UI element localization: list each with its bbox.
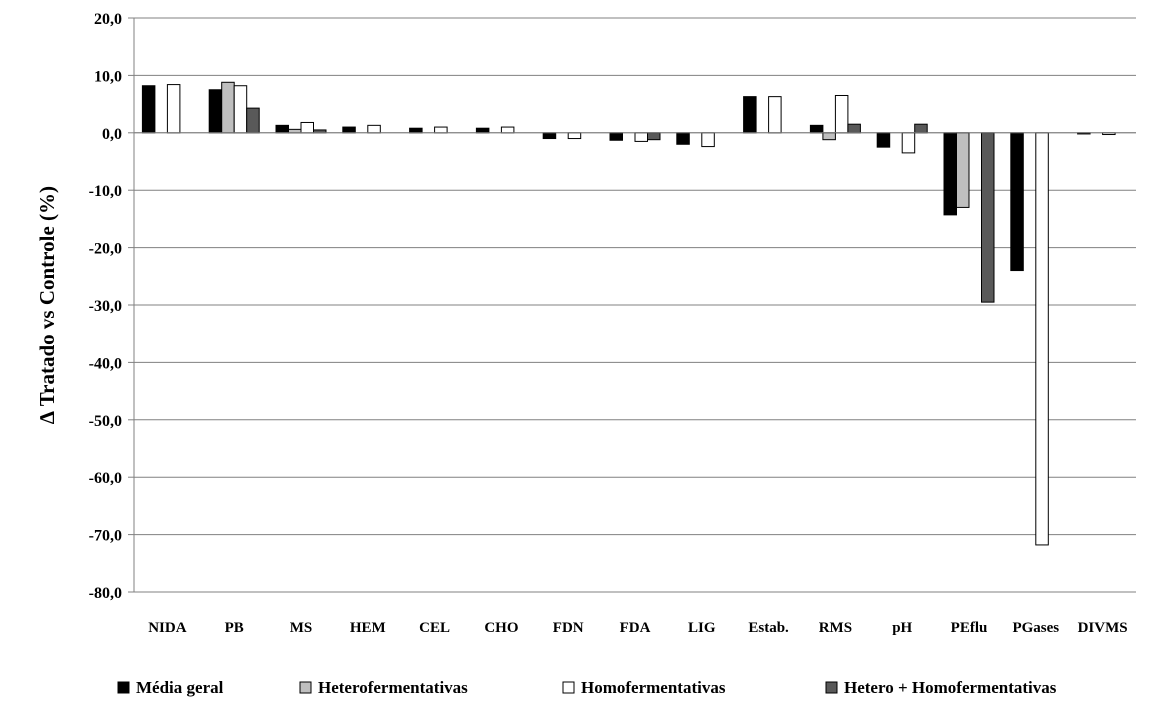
bar-media-geral	[876, 132, 891, 148]
bar-homofermentativas	[901, 132, 916, 154]
x-tick-label: NIDA	[148, 620, 187, 636]
legend-swatch	[562, 681, 575, 694]
gridlines	[134, 17, 1136, 593]
bar-homofermentativas	[834, 94, 849, 134]
y-tick-label: 0,0	[102, 126, 122, 143]
legend: Média geral Heterofermentativas Homofermen…	[117, 678, 1057, 697]
y-tick-label: -70,0	[89, 528, 122, 545]
bars	[141, 81, 1116, 546]
x-tick-label: FDA	[620, 620, 651, 636]
bar-homofermentativas	[434, 126, 448, 134]
bar-homofermentativas	[1035, 132, 1049, 546]
bar-media-geral	[141, 85, 156, 134]
y-axis-title: ∆ Tratado vs Controle (%)	[35, 186, 59, 424]
legend-label: Homofermentativas	[581, 678, 726, 697]
bar-homofermentativas	[500, 126, 515, 134]
y-tick-label: -50,0	[89, 413, 122, 430]
y-tick-label: 10,0	[94, 68, 122, 85]
bar-media-geral	[542, 132, 557, 140]
bar-hetero-homofermentativas	[246, 107, 260, 134]
x-tick-label: MS	[290, 620, 313, 636]
bar-homofermentativas	[634, 132, 648, 142]
bar-media-geral	[475, 127, 490, 134]
x-tick-label: HEM	[350, 620, 386, 636]
bar-heterofermentativas	[956, 132, 970, 208]
bar-hetero-homofermentativas	[647, 132, 661, 141]
legend-swatch	[299, 681, 312, 694]
bar-media-geral	[676, 132, 690, 145]
bar-homofermentativas	[233, 85, 248, 134]
bar-media-geral	[409, 127, 423, 134]
legend-swatch	[825, 681, 838, 694]
bar-homofermentativas	[300, 121, 314, 134]
y-tick-label: -40,0	[89, 355, 122, 372]
bar-homofermentativas	[768, 96, 782, 134]
x-tick-label: PB	[225, 620, 244, 636]
bar-heterofermentativas	[221, 81, 235, 134]
bar-hetero-homofermentativas	[981, 132, 995, 303]
x-tick-label: RMS	[819, 620, 852, 636]
y-tick-label: -30,0	[89, 298, 122, 315]
y-tick-label: 20,0	[94, 11, 122, 28]
bar-media-geral	[342, 126, 356, 134]
x-tick-label: PGases	[1012, 620, 1059, 636]
legend-label: Hetero + Homofermentativas	[844, 678, 1057, 697]
x-tick-label: LIG	[688, 620, 716, 636]
bar-media-geral	[943, 132, 957, 216]
x-tick-label: Estab.	[748, 620, 789, 636]
x-tick-label: CHO	[484, 620, 518, 636]
bar-homofermentativas	[166, 84, 181, 134]
y-axis-ticks: 20,0 10,0 0,0 -10,0 -20,0 -30,0 -40,0 -50,0 -60,…	[89, 11, 134, 602]
x-axis-labels: NIDA PB MS HEM CEL CHO FDN FDA LIG Estab. RMS pH PEf…	[148, 620, 1127, 636]
legend-label: Média geral	[136, 678, 224, 697]
bar-media-geral	[275, 124, 289, 134]
y-tick-label: -60,0	[89, 470, 122, 487]
y-tick-label: -20,0	[89, 241, 122, 258]
bar-homofermentativas	[367, 124, 381, 134]
x-tick-label: CEL	[419, 620, 450, 636]
x-tick-label: DIVMS	[1078, 620, 1128, 636]
bar-media-geral	[609, 132, 623, 141]
bar-homofermentativas	[567, 132, 582, 140]
legend-label: Heterofermentativas	[318, 678, 468, 697]
x-tick-label: FDN	[553, 620, 584, 636]
x-tick-label: pH	[892, 620, 912, 636]
bar-media-geral	[1010, 132, 1024, 272]
y-tick-label: -10,0	[89, 183, 122, 200]
bar-hetero-homofermentativas	[847, 123, 861, 134]
bar-media-geral	[809, 124, 824, 134]
bar-media-geral	[208, 89, 223, 134]
y-tick-label: -80,0	[89, 585, 122, 602]
axes	[133, 18, 1136, 592]
bar-heterofermentativas	[822, 132, 836, 141]
legend-swatch	[117, 681, 130, 694]
bar-homofermentativas	[701, 132, 715, 148]
x-tick-label: PEflu	[951, 620, 988, 636]
bar-media-geral	[743, 96, 757, 134]
bar-heterofermentativas	[288, 128, 302, 134]
bar-hetero-homofermentativas	[914, 123, 928, 134]
